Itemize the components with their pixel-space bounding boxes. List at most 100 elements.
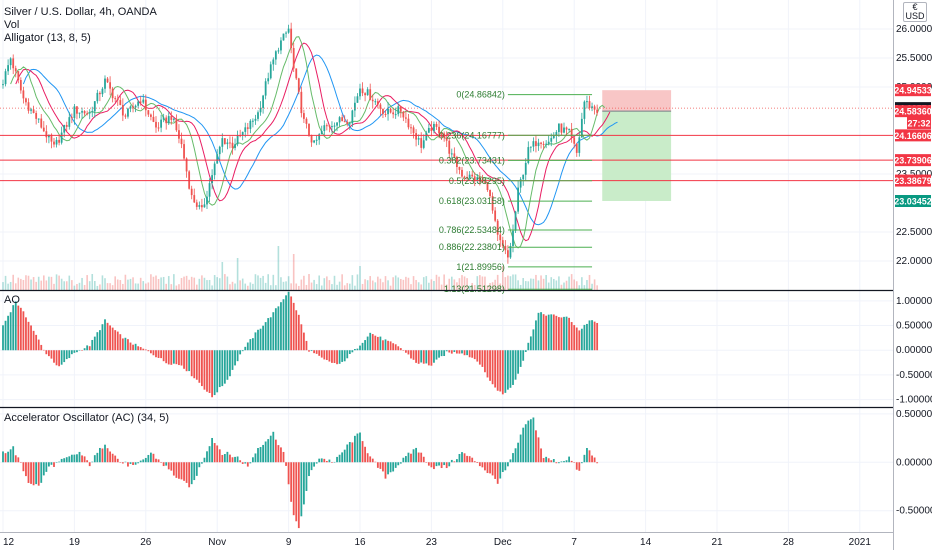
candle-body — [73, 106, 76, 119]
alligator-lips-line — [10, 36, 606, 249]
candle — [481, 174, 484, 183]
ac-bar — [593, 457, 596, 463]
ac-bar — [203, 457, 206, 463]
volume-bar — [101, 275, 104, 290]
candle-body — [280, 40, 282, 51]
ac-bar — [104, 444, 106, 463]
ao-bar — [563, 316, 565, 351]
candle — [252, 118, 254, 128]
candle — [356, 93, 359, 103]
candle-body — [422, 140, 425, 148]
candle-body — [315, 139, 318, 141]
volume-bar — [127, 279, 129, 290]
ao-bar — [445, 350, 448, 352]
ao-bar — [310, 350, 313, 352]
volume-bar — [267, 274, 269, 290]
currency-selector[interactable]: € USD — [903, 2, 927, 22]
volume-bar — [486, 285, 489, 290]
ac-bar — [578, 462, 581, 471]
volume-bar — [231, 281, 234, 290]
candle — [359, 83, 361, 100]
candle — [280, 37, 282, 55]
volume-bar — [254, 274, 257, 290]
candle — [198, 201, 201, 210]
ac-bar — [22, 462, 25, 472]
candle-body — [53, 141, 55, 145]
ac-bar — [58, 461, 60, 463]
volume-bar — [530, 278, 532, 290]
candle-body — [448, 140, 451, 154]
candle-body — [119, 100, 122, 106]
ao-bar — [303, 332, 305, 351]
volume-bar — [81, 277, 83, 290]
ac-bar — [287, 462, 290, 485]
volume-bar — [114, 276, 116, 290]
ao-bar — [443, 350, 446, 357]
ac-bar — [575, 462, 578, 470]
volume-bar — [208, 279, 211, 290]
ao-bar — [25, 317, 27, 351]
ao-bar — [295, 310, 298, 351]
volume-bar — [201, 275, 203, 290]
ac-bar — [555, 462, 558, 464]
volume-bars — [2, 246, 598, 290]
ac-bar — [9, 449, 12, 463]
volume-bar — [420, 284, 422, 290]
candle-body — [167, 116, 170, 124]
ao-bar — [512, 350, 514, 385]
volume-bar — [591, 283, 593, 290]
candle-body — [371, 99, 374, 102]
ao-bar — [336, 350, 338, 365]
candle-body — [216, 154, 219, 164]
volume-bar — [32, 277, 35, 290]
volume-bar — [456, 282, 458, 290]
candle-body — [346, 121, 349, 124]
candle-body — [267, 78, 270, 82]
candle-body — [290, 28, 293, 49]
ac-bar — [524, 424, 527, 463]
ac-bar — [226, 451, 229, 463]
candle — [354, 96, 356, 118]
ac-bar — [565, 460, 568, 463]
ac-bar — [165, 462, 168, 466]
ac-bar — [91, 461, 94, 463]
ac-bar — [354, 435, 356, 463]
ao-bar — [524, 350, 527, 352]
fib-levels: 0(24.86842) 0.236(24.16777) 0.382(23.73431… — [439, 90, 593, 294]
candle — [555, 130, 558, 143]
candle-body — [208, 183, 211, 197]
volume-bar — [116, 279, 119, 290]
ac-bar — [218, 449, 221, 463]
candle-body — [147, 110, 150, 115]
ao-bar — [229, 350, 231, 377]
candle — [274, 50, 277, 65]
candle — [405, 111, 407, 124]
candle-body — [88, 112, 91, 114]
ac-bar — [420, 452, 423, 463]
candle — [86, 110, 89, 116]
ao-bar — [382, 340, 384, 351]
ac-bar — [527, 420, 530, 463]
candle-body — [333, 125, 336, 127]
candle — [308, 123, 310, 137]
ao-bar — [323, 350, 326, 360]
candle — [119, 95, 122, 106]
candle — [343, 115, 346, 123]
ao-bar — [109, 325, 111, 351]
candle-body — [374, 101, 377, 103]
ao-bar — [60, 350, 63, 365]
volume-bar — [320, 285, 323, 290]
candle — [93, 101, 96, 118]
alligator-teeth-line — [15, 42, 611, 242]
ac-bar — [269, 435, 272, 463]
volume-bar — [196, 284, 198, 290]
ac-bar — [407, 452, 410, 463]
ao-bar — [463, 350, 466, 356]
ac-bar — [376, 462, 379, 468]
ao-bar — [412, 350, 415, 360]
ao-bar — [65, 350, 68, 360]
volume-bar — [382, 282, 384, 290]
ac-bar — [63, 458, 66, 463]
candle — [501, 236, 504, 249]
